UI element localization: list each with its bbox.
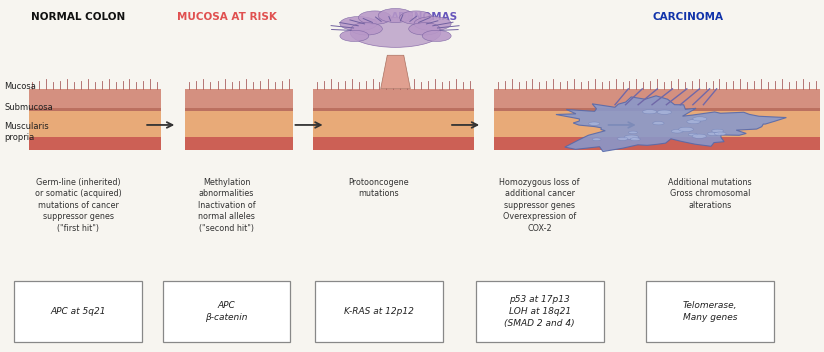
Polygon shape xyxy=(185,137,293,150)
Ellipse shape xyxy=(339,30,368,42)
Text: Mucosa: Mucosa xyxy=(4,82,36,91)
Polygon shape xyxy=(313,89,474,108)
Polygon shape xyxy=(313,137,474,150)
Ellipse shape xyxy=(422,30,452,42)
FancyBboxPatch shape xyxy=(162,281,291,342)
Text: ADENOMAS: ADENOMAS xyxy=(391,12,458,22)
FancyBboxPatch shape xyxy=(646,281,775,342)
Text: APC at 5q21: APC at 5q21 xyxy=(50,307,106,316)
Ellipse shape xyxy=(707,132,719,136)
Text: Protooncogene
mutations: Protooncogene mutations xyxy=(349,178,410,198)
Polygon shape xyxy=(185,108,293,111)
FancyBboxPatch shape xyxy=(476,281,603,342)
Ellipse shape xyxy=(687,120,700,124)
Ellipse shape xyxy=(339,17,377,31)
FancyBboxPatch shape xyxy=(15,281,142,342)
Polygon shape xyxy=(494,137,820,150)
Ellipse shape xyxy=(629,131,637,134)
Polygon shape xyxy=(313,111,474,137)
Ellipse shape xyxy=(378,8,413,23)
Ellipse shape xyxy=(692,134,706,138)
Ellipse shape xyxy=(693,117,707,121)
Text: Methylation
abnormalities
Inactivation of
normal alleles
("second hit"): Methylation abnormalities Inactivation o… xyxy=(198,178,255,233)
Ellipse shape xyxy=(351,23,382,35)
Text: Additional mutations
Gross chromosomal
alterations: Additional mutations Gross chromosomal a… xyxy=(668,178,752,210)
Text: p53 at 17p13
LOH at 18q21
(SMAD 2 and 4): p53 at 17p13 LOH at 18q21 (SMAD 2 and 4) xyxy=(504,295,575,328)
Ellipse shape xyxy=(400,11,433,24)
Ellipse shape xyxy=(714,132,726,136)
Ellipse shape xyxy=(658,110,672,114)
Polygon shape xyxy=(29,89,161,108)
Ellipse shape xyxy=(414,17,452,31)
Ellipse shape xyxy=(643,110,657,114)
Polygon shape xyxy=(556,96,786,152)
Polygon shape xyxy=(185,89,293,108)
Text: Telomerase,
Many genes: Telomerase, Many genes xyxy=(683,301,737,322)
Polygon shape xyxy=(29,111,161,137)
Text: Muscularis
propria: Muscularis propria xyxy=(4,122,49,142)
Ellipse shape xyxy=(625,135,639,139)
Polygon shape xyxy=(381,55,410,89)
Polygon shape xyxy=(29,137,161,150)
Text: NORMAL COLON: NORMAL COLON xyxy=(31,12,125,22)
Ellipse shape xyxy=(617,137,628,140)
Polygon shape xyxy=(494,111,820,137)
Polygon shape xyxy=(494,89,820,108)
Polygon shape xyxy=(29,108,161,111)
Ellipse shape xyxy=(350,18,441,47)
Ellipse shape xyxy=(712,129,723,133)
FancyBboxPatch shape xyxy=(315,281,443,342)
Ellipse shape xyxy=(409,23,440,35)
Text: CARCINOMA: CARCINOMA xyxy=(653,12,723,22)
Ellipse shape xyxy=(678,127,693,132)
Polygon shape xyxy=(185,111,293,137)
Ellipse shape xyxy=(358,11,391,24)
Text: MUCOSA AT RISK: MUCOSA AT RISK xyxy=(176,12,277,22)
Ellipse shape xyxy=(672,130,683,133)
Ellipse shape xyxy=(653,121,664,125)
Ellipse shape xyxy=(630,138,640,141)
Ellipse shape xyxy=(688,133,697,136)
Ellipse shape xyxy=(592,138,601,140)
Text: Homozygous loss of
additional cancer
suppressor genes
Overexpression of
COX-2: Homozygous loss of additional cancer sup… xyxy=(499,178,580,233)
Text: Submucosa: Submucosa xyxy=(4,103,53,112)
Text: Germ-line (inherited)
or somatic (acquired)
mutations of cancer
suppressor genes: Germ-line (inherited) or somatic (acquir… xyxy=(35,178,122,233)
Polygon shape xyxy=(313,108,474,111)
Ellipse shape xyxy=(588,122,600,125)
Polygon shape xyxy=(494,108,820,111)
Text: APC
β-catenin: APC β-catenin xyxy=(205,301,248,322)
Text: K-RAS at 12p12: K-RAS at 12p12 xyxy=(344,307,414,316)
